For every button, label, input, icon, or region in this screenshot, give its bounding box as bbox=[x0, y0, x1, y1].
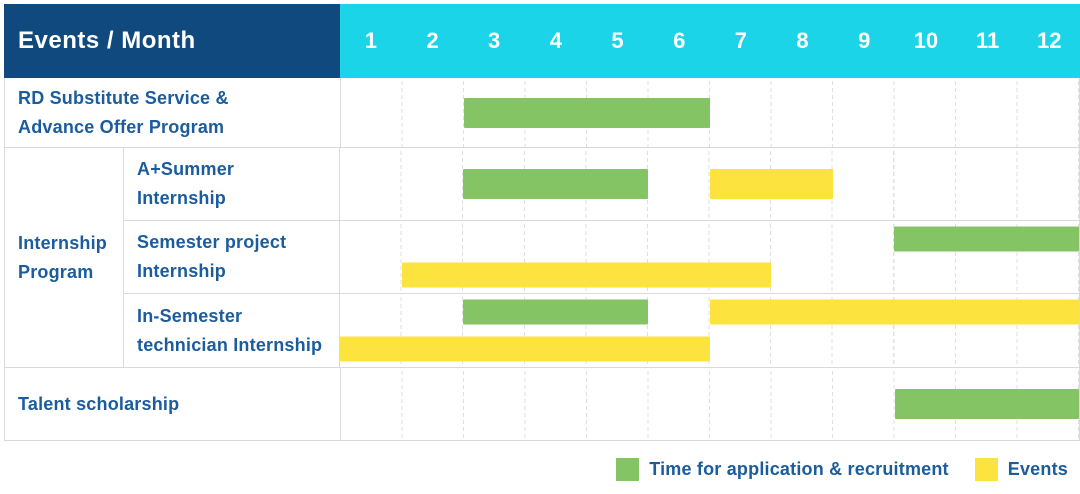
sub-row-label: Semester project Internship bbox=[123, 221, 339, 293]
events-bar bbox=[709, 169, 833, 199]
gantt-row: RD Substitute Service & Advance Offer Pro… bbox=[5, 78, 1079, 148]
bar-line bbox=[340, 294, 1079, 331]
events-bar bbox=[401, 262, 772, 288]
gantt-sub-row: A+Summer Internship bbox=[123, 148, 1079, 221]
gantt-body: RD Substitute Service & Advance Offer Pro… bbox=[4, 78, 1080, 441]
gantt-group-row: Internship Program A+Summer Internship Semes… bbox=[5, 148, 1079, 368]
month-header-label-4: 4 bbox=[549, 28, 562, 53]
bar-line bbox=[340, 331, 1079, 368]
month-header: 1 2 3 4 5 6 7 8 9 10 11 12 bbox=[340, 4, 1080, 78]
bar-line bbox=[340, 148, 1079, 220]
month-header-label-7: 7 bbox=[734, 28, 747, 53]
month-header-label-11: 11 bbox=[975, 28, 1000, 53]
sub-row-label: In-Semester technician Internship bbox=[123, 294, 339, 367]
application-bar bbox=[464, 97, 711, 128]
label-line: Talent scholarship bbox=[18, 393, 180, 414]
bar-line bbox=[340, 257, 1079, 293]
label-line: A+Summer bbox=[137, 159, 235, 179]
month-grid bbox=[340, 78, 1079, 147]
gantt-row: Talent scholarship bbox=[5, 368, 1079, 441]
application-legend-swatch bbox=[616, 457, 640, 481]
row-label: RD Substitute Service & Advance Offer Pro… bbox=[5, 78, 340, 147]
header-title: Events / Month bbox=[4, 4, 340, 78]
events-legend-swatch bbox=[974, 457, 998, 481]
label-line: In-Semester bbox=[137, 305, 243, 326]
gantt-sub-row: Semester project Internship bbox=[123, 221, 1079, 294]
gantt-chart: Events / Month 1 2 3 4 5 6 7 8 9 10 11 12 RD Substi… bbox=[4, 4, 1080, 441]
label-line: RD Substitute Service & bbox=[18, 87, 229, 108]
bar-line bbox=[341, 78, 1079, 147]
application-bar bbox=[894, 389, 1079, 419]
month-grid bbox=[340, 368, 1079, 440]
month-header-label-10: 10 bbox=[913, 28, 939, 53]
gantt-sub-row: In-Semester technician Internship bbox=[123, 294, 1079, 367]
month-header-label-1: 1 bbox=[364, 28, 377, 53]
application-bar bbox=[894, 226, 1079, 252]
bar-line bbox=[340, 221, 1079, 257]
label-line: Program bbox=[18, 261, 94, 282]
label-line: Internship bbox=[18, 232, 108, 253]
application-bar bbox=[463, 299, 648, 325]
label-line: Internship bbox=[137, 188, 227, 208]
application-legend-label: Time for application & recruitment bbox=[649, 458, 949, 479]
legend: Time for application & recruitment Event… bbox=[616, 454, 1068, 484]
application-bar bbox=[463, 169, 648, 199]
bar-line bbox=[341, 368, 1079, 440]
month-header-label-8: 8 bbox=[796, 28, 809, 53]
month-grid bbox=[339, 221, 1079, 293]
group-body: A+Summer Internship Semester project Intern… bbox=[123, 148, 1079, 367]
label-line: Internship bbox=[137, 261, 227, 281]
month-header-label-3: 3 bbox=[488, 28, 501, 53]
month-grid bbox=[339, 148, 1079, 220]
month-header-label-9: 9 bbox=[858, 28, 871, 53]
events-legend-label: Events bbox=[1007, 458, 1068, 479]
month-header-label-5: 5 bbox=[611, 28, 624, 53]
label-line: Semester project bbox=[137, 232, 287, 252]
month-header-label-6: 6 bbox=[673, 28, 686, 53]
sub-row-label: A+Summer Internship bbox=[123, 148, 339, 220]
row-label: Talent scholarship bbox=[5, 368, 340, 440]
label-line: technician Internship bbox=[137, 334, 323, 355]
group-row-label: Internship Program bbox=[5, 148, 123, 367]
month-header-label-12: 12 bbox=[1036, 28, 1062, 53]
header-row: Events / Month 1 2 3 4 5 6 7 8 9 10 11 12 bbox=[4, 4, 1080, 78]
month-grid bbox=[339, 294, 1079, 367]
label-line: Advance Offer Program bbox=[18, 116, 225, 137]
events-bar bbox=[709, 299, 1079, 325]
month-header-label-2: 2 bbox=[426, 28, 439, 53]
events-bar bbox=[340, 336, 710, 362]
